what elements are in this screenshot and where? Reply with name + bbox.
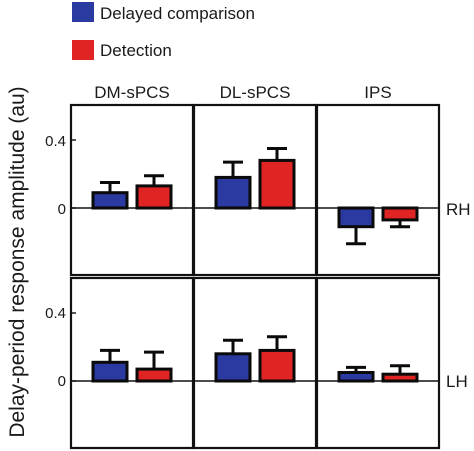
- legend: Delayed comparison Detection: [72, 2, 255, 60]
- ytick-label-rh-0-4: 0.4: [45, 133, 66, 150]
- legend-label-delayed-comparison: Delayed comparison: [100, 4, 255, 23]
- panels: [69, 103, 441, 450]
- panel-frame: [192, 276, 318, 450]
- column-title-dm-spcs: DM-sPCS: [94, 83, 170, 102]
- ytick-label-lh-0-4: 0.4: [45, 305, 66, 322]
- bar-delayed-comparison: [337, 371, 375, 383]
- panel-frame: [315, 103, 441, 277]
- panel-lh-ips: [315, 276, 441, 450]
- column-title-dl-spcs: DL-sPCS: [220, 83, 291, 102]
- ytick-label-rh-0: 0: [58, 201, 66, 218]
- legend-swatch-delayed-comparison: [72, 2, 94, 22]
- ytick-label-lh-0: 0: [58, 373, 66, 390]
- column-title-ips: IPS: [364, 83, 391, 102]
- bar-detection: [258, 158, 296, 210]
- panel-frame: [69, 276, 195, 450]
- panel-frame: [69, 103, 195, 277]
- panel-lh-dm-spcs: [69, 276, 195, 450]
- y-axis-label: Delay-period response amplitude (au): [6, 86, 29, 437]
- legend-label-detection: Detection: [100, 41, 172, 60]
- row-label-lh: LH: [446, 372, 468, 391]
- bar-delayed-comparison: [91, 191, 129, 210]
- legend-swatch-detection: [72, 40, 94, 60]
- panel-frame: [192, 103, 318, 277]
- bar-detection: [135, 184, 173, 210]
- bar-delayed-comparison: [91, 360, 129, 383]
- row-label-rh: RH: [446, 200, 471, 219]
- panel-rh-dm-spcs: [69, 103, 195, 277]
- bar-detection: [381, 372, 419, 383]
- bar-delayed-comparison: [214, 175, 252, 210]
- panel-lh-dl-spcs: [192, 276, 318, 450]
- panel-rh-ips: [315, 103, 441, 277]
- bar-detection: [381, 206, 419, 222]
- bar-detection: [135, 367, 173, 383]
- panel-rh-dl-spcs: [192, 103, 318, 277]
- panel-frame: [315, 276, 441, 450]
- bar-detection: [258, 348, 296, 383]
- bar-delayed-comparison: [337, 206, 375, 229]
- bar-delayed-comparison: [214, 352, 252, 383]
